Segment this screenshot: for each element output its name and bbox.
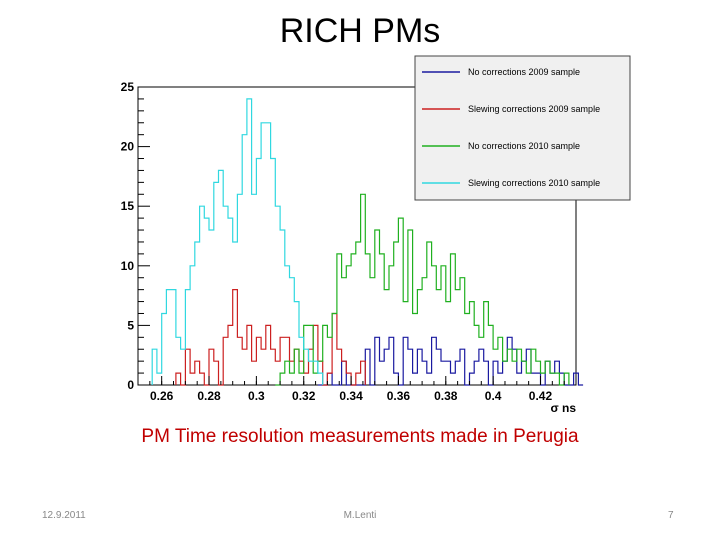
x-tick-label: 0.26 — [150, 389, 174, 403]
x-tick-label: 0.3 — [248, 389, 265, 403]
slide-caption: PM Time resolution measurements made in … — [141, 426, 579, 447]
x-tick-label: 0.4 — [485, 389, 502, 403]
y-tick-label: 10 — [121, 259, 135, 273]
legend-label-4: Slewing corrections 2010 sample — [468, 178, 600, 188]
y-tick-label: 25 — [121, 80, 135, 94]
legend-label-3: No corrections 2010 sample — [468, 141, 580, 151]
footer-page-number: 7 — [668, 510, 674, 521]
x-tick-label: 0.42 — [529, 389, 553, 403]
series-line-1 — [317, 336, 584, 386]
x-tick-label: 0.34 — [339, 389, 363, 403]
series-line-4 — [151, 98, 324, 385]
slide-title: RICH PMs — [279, 12, 441, 50]
y-tick-label: 15 — [121, 199, 135, 213]
x-tick-label: 0.28 — [197, 389, 221, 403]
legend: No corrections 2009 sample Slewing correc… — [414, 55, 631, 201]
y-tick-label: 5 — [127, 318, 134, 332]
x-axis: 0.26 0.28 0.3 0.32 0.34 0.36 0.38 0.4 0.42 — [137, 376, 577, 403]
x-axis-label: σ ns — [550, 401, 576, 415]
x-tick-label: 0.38 — [434, 389, 458, 403]
legend-label-1: No corrections 2009 sample — [468, 67, 580, 77]
x-tick-label: 0.36 — [387, 389, 411, 403]
series-line-3 — [275, 193, 570, 386]
legend-box — [414, 55, 631, 201]
footer-author: M.Lenti — [343, 510, 377, 521]
y-axis: 0 5 10 15 20 25 — [121, 80, 150, 392]
legend-label-2: Slewing corrections 2009 sample — [468, 104, 600, 114]
x-tick-label: 0.32 — [292, 389, 316, 403]
y-tick-label: 20 — [121, 140, 135, 154]
series-layer — [151, 98, 584, 386]
y-tick-label: 0 — [127, 378, 134, 392]
footer-date: 12.9.2011 — [42, 510, 86, 521]
